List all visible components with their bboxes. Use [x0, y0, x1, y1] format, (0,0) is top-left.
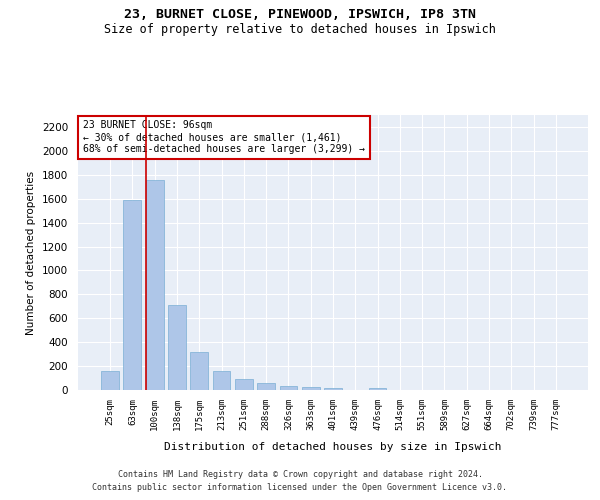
- Bar: [190, 352, 208, 390]
- Bar: [124, 200, 142, 390]
- Bar: [257, 384, 275, 390]
- Bar: [212, 371, 230, 390]
- Bar: [168, 305, 186, 390]
- Bar: [280, 386, 298, 390]
- Bar: [101, 371, 119, 390]
- Text: Size of property relative to detached houses in Ipswich: Size of property relative to detached ho…: [104, 22, 496, 36]
- Y-axis label: Number of detached properties: Number of detached properties: [26, 170, 37, 334]
- Text: Distribution of detached houses by size in Ipswich: Distribution of detached houses by size …: [164, 442, 502, 452]
- Text: 23 BURNET CLOSE: 96sqm
← 30% of detached houses are smaller (1,461)
68% of semi-: 23 BURNET CLOSE: 96sqm ← 30% of detached…: [83, 120, 365, 154]
- Text: 23, BURNET CLOSE, PINEWOOD, IPSWICH, IP8 3TN: 23, BURNET CLOSE, PINEWOOD, IPSWICH, IP8…: [124, 8, 476, 20]
- Bar: [302, 387, 320, 390]
- Bar: [324, 388, 342, 390]
- Bar: [235, 379, 253, 390]
- Bar: [146, 180, 164, 390]
- Text: Contains HM Land Registry data © Crown copyright and database right 2024.: Contains HM Land Registry data © Crown c…: [118, 470, 482, 479]
- Bar: [368, 388, 386, 390]
- Text: Contains public sector information licensed under the Open Government Licence v3: Contains public sector information licen…: [92, 482, 508, 492]
